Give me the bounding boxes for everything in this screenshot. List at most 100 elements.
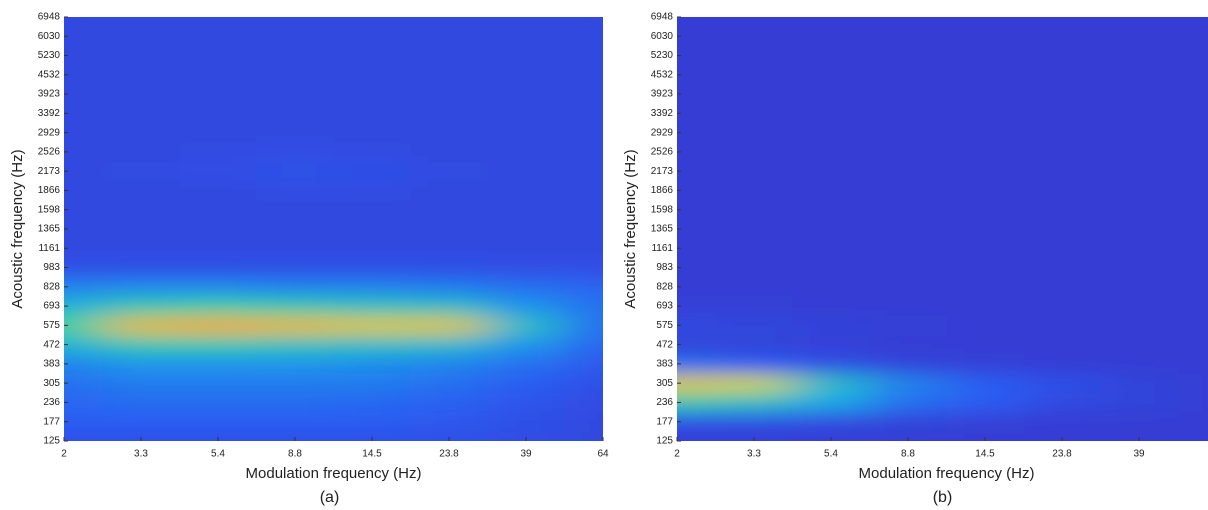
heatmap-cell xyxy=(792,412,870,432)
heatmap-cell xyxy=(256,45,334,66)
heatmap-cell xyxy=(179,354,257,375)
heatmap-cell xyxy=(564,277,603,297)
x-tick-label: 23.8 xyxy=(439,449,459,460)
heatmap-cell xyxy=(869,142,947,163)
heatmap-cell xyxy=(1177,142,1208,163)
heatmap-cell xyxy=(179,26,257,47)
heatmap-cell xyxy=(715,45,793,66)
heatmap-cell xyxy=(487,354,565,375)
heatmap-cell xyxy=(869,431,947,441)
heatmap-cell xyxy=(677,200,716,220)
heatmap-cell xyxy=(410,392,488,413)
heatmap-cell xyxy=(487,17,565,28)
heatmap-cell xyxy=(715,392,793,413)
heatmap-cell xyxy=(64,354,103,375)
heatmap-cell xyxy=(869,238,947,259)
heatmap-cell xyxy=(564,84,603,105)
heatmap-cell xyxy=(946,431,1024,441)
heatmap-cell xyxy=(333,180,411,201)
heatmap-cell xyxy=(792,373,870,394)
heatmap-cell xyxy=(64,84,103,105)
y-tick-label: 983 xyxy=(43,262,60,273)
heatmap-cell xyxy=(64,238,103,259)
heatmap-cell xyxy=(256,84,334,105)
y-tick-label: 828 xyxy=(656,281,673,292)
heatmap-cell xyxy=(1177,354,1208,375)
heatmap-cell xyxy=(410,65,488,85)
heatmap-cell xyxy=(487,142,565,163)
heatmap-cell xyxy=(564,257,603,278)
y-tick-label: 1866 xyxy=(38,185,61,196)
heatmap-cell xyxy=(792,296,870,317)
heatmap-cell xyxy=(792,84,870,105)
heatmap-cell xyxy=(487,238,565,259)
heatmap-cell xyxy=(410,103,488,124)
heatmap-cell xyxy=(792,142,870,163)
heatmap xyxy=(677,17,1208,441)
heatmap-cell xyxy=(102,84,180,105)
heatmap-cell xyxy=(869,161,947,182)
y-tick-label: 2173 xyxy=(651,166,674,177)
heatmap-cell xyxy=(792,65,870,85)
heatmap-cell xyxy=(677,354,716,375)
heatmap-cell xyxy=(715,335,793,355)
heatmap-cell xyxy=(333,200,411,220)
heatmap-cell xyxy=(64,219,103,240)
heatmap-cell xyxy=(487,373,565,394)
x-tick-label: 2 xyxy=(674,449,680,460)
heatmap-cell xyxy=(487,315,565,336)
heatmap-cell xyxy=(715,84,793,105)
heatmap-cell xyxy=(564,373,603,394)
heatmap-cell xyxy=(564,431,603,441)
heatmap-cell xyxy=(1100,26,1178,47)
heatmap-cell xyxy=(1100,219,1178,240)
heatmap-cell xyxy=(64,257,103,278)
heatmap-cell xyxy=(946,238,1024,259)
heatmap-cell xyxy=(102,65,180,85)
heatmap-cell xyxy=(1177,200,1208,220)
heatmap-cell xyxy=(946,392,1024,413)
heatmap-cell xyxy=(869,103,947,124)
heatmap-cell xyxy=(946,45,1024,66)
heatmap-cell xyxy=(564,123,603,143)
heatmap-cell xyxy=(1100,123,1178,143)
heatmap-cell xyxy=(564,354,603,375)
heatmap-cell xyxy=(487,84,565,105)
heatmap-cell xyxy=(564,26,603,47)
heatmap-cell xyxy=(102,412,180,432)
heatmap-cell xyxy=(1100,412,1178,432)
caption: (a) xyxy=(320,489,340,506)
y-tick-label: 6030 xyxy=(38,31,61,42)
heatmap-cell xyxy=(1177,161,1208,182)
x-tick-label: 5.4 xyxy=(824,449,838,460)
heatmap-cell xyxy=(715,123,793,143)
heatmap-cell xyxy=(487,200,565,220)
heatmap-cell xyxy=(179,84,257,105)
heatmap-cell xyxy=(946,84,1024,105)
heatmap-cell xyxy=(1023,392,1101,413)
heatmap-cell xyxy=(333,431,411,441)
heatmap-cell xyxy=(1100,257,1178,278)
heatmap-cell xyxy=(102,431,180,441)
heatmap-cell xyxy=(256,335,334,355)
heatmap-cell xyxy=(869,17,947,28)
heatmap-cell xyxy=(256,412,334,432)
heatmap-cell xyxy=(677,238,716,259)
heatmap-cell xyxy=(179,431,257,441)
heatmap-cell xyxy=(792,200,870,220)
heatmap-cell xyxy=(1100,45,1178,66)
heatmap-cell xyxy=(179,45,257,66)
heatmap-cell xyxy=(179,65,257,85)
heatmap-cell xyxy=(256,65,334,85)
heatmap-cell xyxy=(256,103,334,124)
heatmap-cell xyxy=(64,392,103,413)
heatmap-cell xyxy=(410,142,488,163)
heatmap-cell xyxy=(333,277,411,297)
heatmap-cell xyxy=(333,296,411,317)
heatmap-cell xyxy=(64,65,103,85)
heatmap-cell xyxy=(946,200,1024,220)
heatmap-cell xyxy=(64,373,103,394)
y-tick-label: 575 xyxy=(656,320,673,331)
heatmap-cell xyxy=(677,123,716,143)
